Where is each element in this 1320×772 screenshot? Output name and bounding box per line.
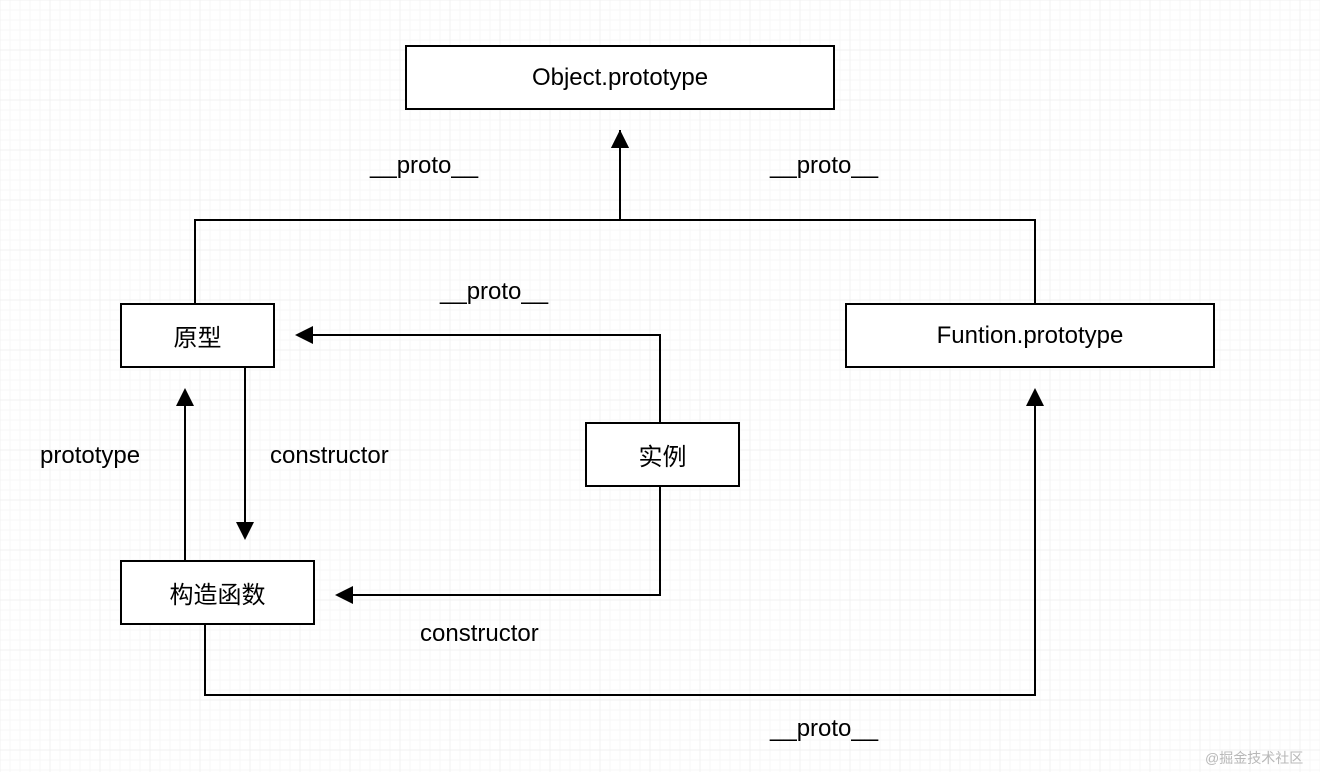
node-label: 构造函数 bbox=[170, 575, 266, 610]
edge-label-constructor-mid: constructor bbox=[270, 442, 389, 470]
node-instance: 实例 bbox=[585, 422, 740, 487]
node-prototype: 原型 bbox=[120, 303, 275, 368]
node-label: Funtion.prototype bbox=[937, 322, 1124, 350]
node-label: 原型 bbox=[174, 318, 222, 353]
arrowhead-ctor-to-function-proto bbox=[1026, 388, 1044, 406]
edge-layer bbox=[0, 0, 1320, 772]
watermark: @掘金技术社区 bbox=[1205, 748, 1303, 768]
diagram-canvas: Object.prototype 原型 Funtion.prototype 实例… bbox=[0, 0, 1320, 772]
node-constructor-fn: 构造函数 bbox=[120, 560, 315, 625]
arrowhead-arrow-up-merge bbox=[611, 130, 629, 148]
node-object-prototype: Object.prototype bbox=[405, 45, 835, 110]
arrowhead-instance-to-ctor bbox=[335, 586, 353, 604]
arrowhead-ctor-to-prototype-up bbox=[176, 388, 194, 406]
edge-instance-to-ctor bbox=[353, 487, 660, 595]
edge-label-proto-left-top: __proto__ bbox=[370, 152, 478, 180]
edge-label-proto-instance: __proto__ bbox=[440, 278, 548, 306]
edge-instance-to-prototype bbox=[313, 335, 660, 422]
node-label: 实例 bbox=[639, 437, 687, 472]
edge-label-prototype-left: prototype bbox=[40, 442, 140, 470]
node-function-prototype: Funtion.prototype bbox=[845, 303, 1215, 368]
edge-label-proto-bottom: __proto__ bbox=[770, 715, 878, 743]
arrowhead-prototype-to-ctor-down bbox=[236, 522, 254, 540]
node-label: Object.prototype bbox=[532, 64, 708, 92]
arrowhead-instance-to-prototype bbox=[295, 326, 313, 344]
edge-label-proto-right-top: __proto__ bbox=[770, 152, 878, 180]
edge-label-constructor-low: constructor bbox=[420, 620, 539, 648]
